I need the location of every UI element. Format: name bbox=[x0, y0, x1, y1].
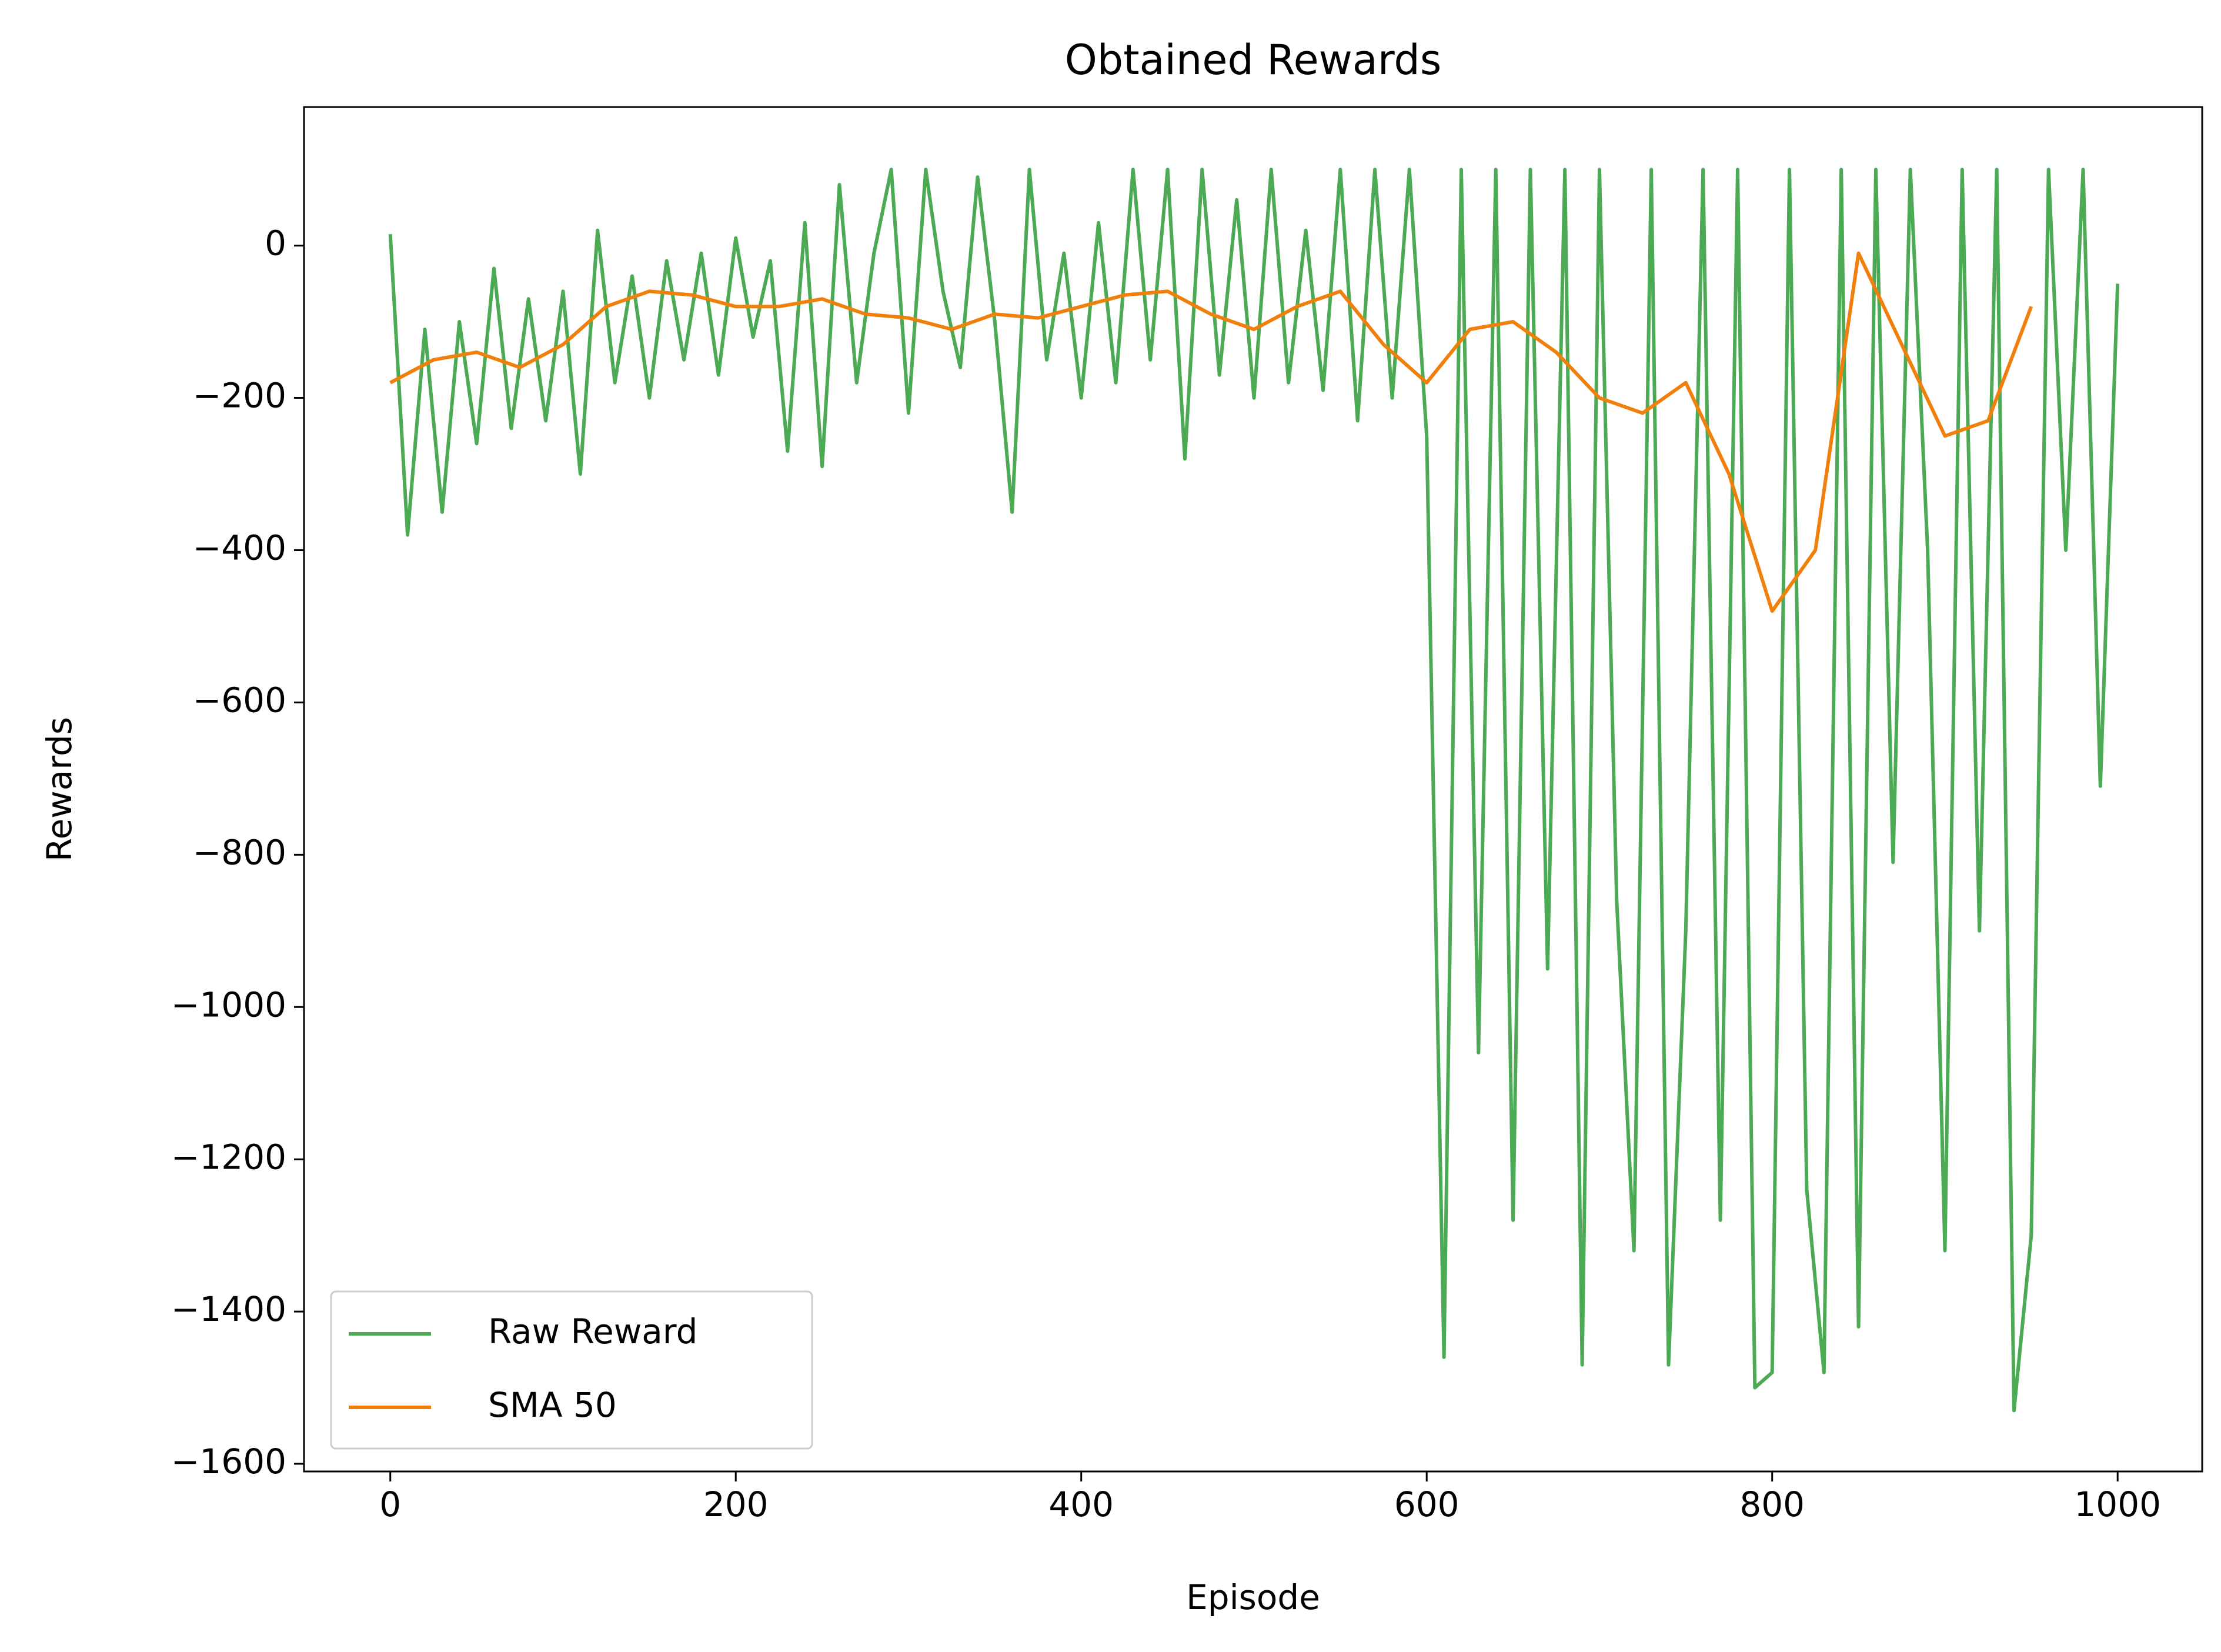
chart-title: Obtained Rewards bbox=[1065, 36, 1442, 84]
y-tick-label: 0 bbox=[265, 223, 286, 263]
y-tick-label: −200 bbox=[193, 376, 286, 416]
x-tick-label: 600 bbox=[1394, 1484, 1459, 1524]
y-axis-label: Rewards bbox=[39, 717, 79, 862]
x-axis-label: Episode bbox=[1186, 1577, 1320, 1617]
x-tick-label: 0 bbox=[379, 1484, 401, 1524]
y-tick-label: −400 bbox=[193, 528, 286, 568]
x-tick-label: 800 bbox=[1739, 1484, 1805, 1524]
y-tick-label: −1200 bbox=[171, 1137, 286, 1177]
y-tick-label: −800 bbox=[193, 832, 286, 872]
x-tick-label: 400 bbox=[1048, 1484, 1114, 1524]
legend-label: Raw Reward bbox=[488, 1311, 697, 1351]
legend-label: SMA 50 bbox=[488, 1385, 617, 1425]
x-tick-label: 200 bbox=[703, 1484, 769, 1524]
y-tick-label: −1000 bbox=[171, 984, 286, 1024]
series-line bbox=[388, 168, 2120, 1413]
y-tick-label: −1600 bbox=[171, 1441, 286, 1481]
y-tick-label: −1400 bbox=[171, 1289, 286, 1329]
plot-frame bbox=[303, 106, 2203, 1473]
x-tick-label: 1000 bbox=[2074, 1484, 2161, 1524]
series-line bbox=[389, 251, 2033, 613]
y-tick-label: −600 bbox=[193, 680, 286, 720]
legend-box bbox=[330, 1290, 813, 1450]
